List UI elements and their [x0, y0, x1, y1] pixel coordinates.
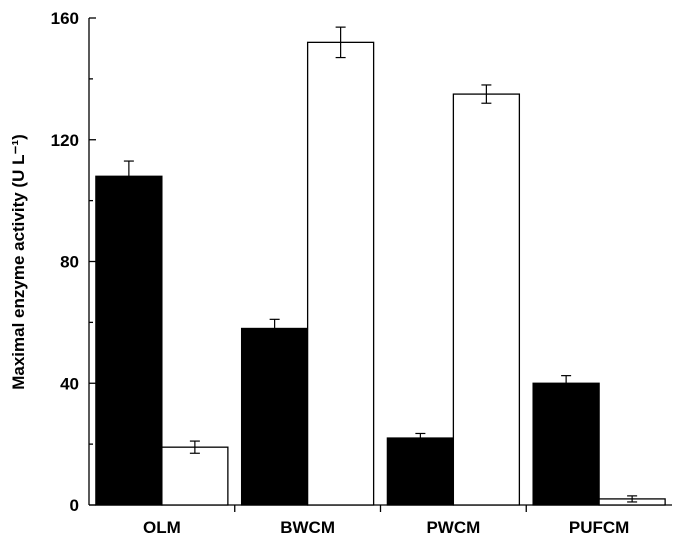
error-bars	[123, 26, 638, 503]
y-tick-label: 80	[60, 253, 79, 272]
x-category-label: PUFCM	[569, 518, 629, 537]
white-bar	[452, 93, 521, 506]
x-axis: OLM BWCM PWCM PUFCM	[89, 504, 672, 537]
black-bar	[240, 327, 309, 506]
x-category-label: PWCM	[426, 518, 480, 537]
y-axis: 0 40 80 120 160	[51, 9, 96, 515]
y-tick-label: 160	[51, 9, 79, 28]
y-tick-label: 40	[60, 374, 79, 393]
white-bar	[306, 41, 375, 506]
black-bar	[532, 382, 600, 506]
x-category-label: OLM	[143, 518, 181, 537]
y-tick-label: 120	[51, 131, 79, 150]
x-category-label: BWCM	[280, 518, 335, 537]
y-tick-label: 0	[70, 496, 79, 515]
white-bar	[161, 446, 229, 506]
bars	[95, 41, 666, 506]
black-bar	[386, 437, 455, 506]
black-bar	[95, 175, 163, 506]
y-axis-title: Maximal enzyme activity (U L⁻¹)	[9, 134, 28, 390]
